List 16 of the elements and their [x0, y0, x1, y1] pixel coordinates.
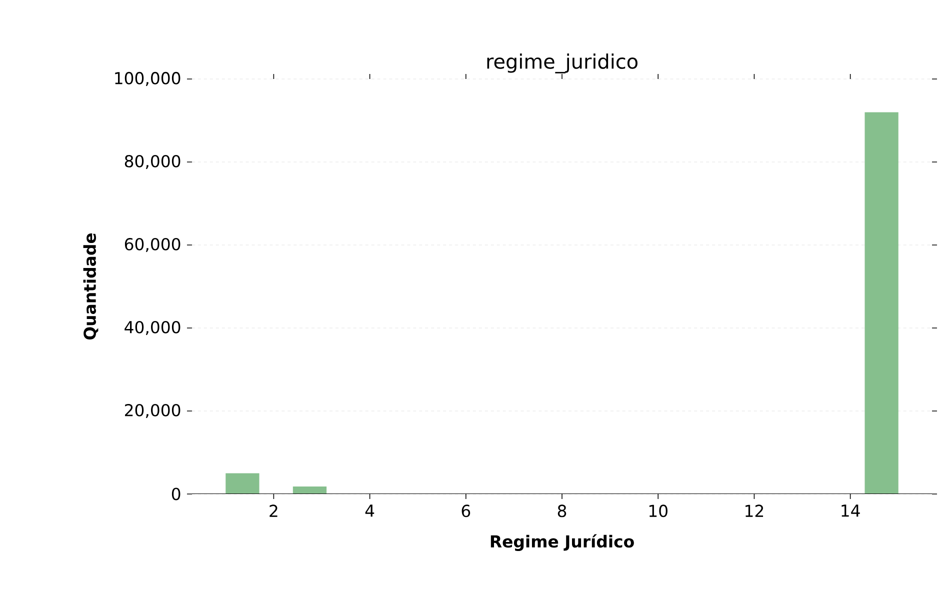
x-axis-title: Regime Jurídico	[490, 534, 634, 551]
x-tick-label: 14	[842, 504, 860, 517]
x-tick-label: 8	[558, 504, 566, 518]
x-tick-label: 10	[649, 504, 668, 518]
y-tick-label: 20,000	[125, 404, 180, 418]
x-tick-label: 12	[746, 504, 764, 517]
x-tick-label: 2	[270, 504, 278, 517]
y-axis-title: Quantidade	[83, 233, 98, 340]
x-tick-label: 4	[365, 504, 374, 517]
y-tick-label: 60,000	[124, 238, 180, 252]
y-tick-label: 40,000	[124, 320, 180, 336]
y-tick-label: 80,000	[124, 154, 180, 170]
y-tick-label: 0	[172, 488, 180, 500]
x-tick-label: 6	[462, 504, 470, 518]
chart-title: regime_juridico	[487, 54, 638, 74]
y-tick-label: 100,000	[115, 72, 180, 86]
